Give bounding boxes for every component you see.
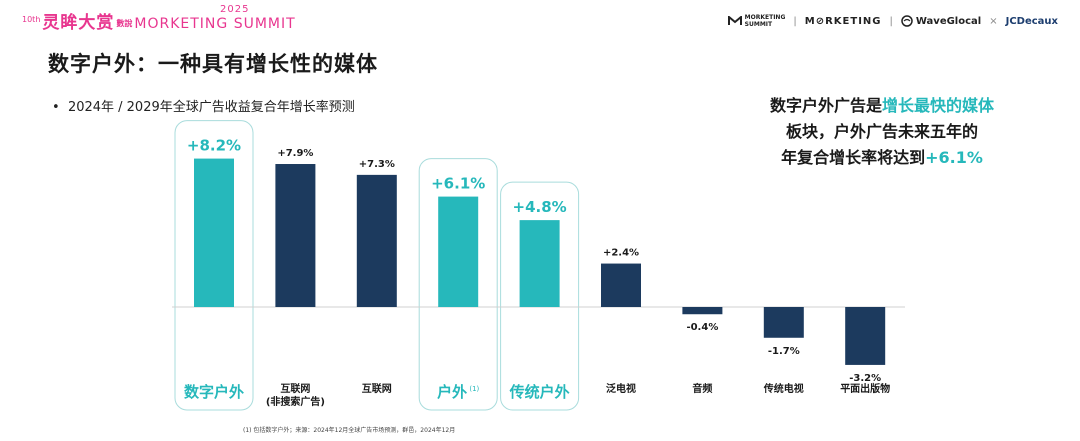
bar bbox=[275, 164, 316, 307]
highlight-box bbox=[418, 158, 498, 411]
value-label: -0.4% bbox=[686, 322, 718, 333]
callout-line3-b: +6.1% bbox=[925, 148, 983, 167]
callout-line2: 板块，户外广告未来五年的 bbox=[785, 122, 978, 141]
event-cn-name: 灵眸大赏 bbox=[42, 13, 115, 33]
event-sub: 數說 bbox=[116, 19, 133, 28]
event-en-name: MORKETING SUMMIT bbox=[134, 16, 296, 32]
times-sign: × bbox=[989, 15, 998, 27]
category-label: 户外 (1) bbox=[437, 383, 479, 401]
value-label: +6.1% bbox=[431, 175, 485, 193]
callout-line1-a: 数字户外广告是 bbox=[769, 96, 882, 115]
m-mark-icon bbox=[727, 16, 742, 25]
logo1-line2: SUMMIT bbox=[744, 21, 773, 28]
bar bbox=[763, 307, 804, 338]
bar bbox=[194, 158, 234, 307]
category-label: 平面出版物 bbox=[840, 382, 890, 395]
callout-line1-b: 增长最快的媒体 bbox=[882, 96, 995, 115]
bar bbox=[438, 196, 479, 307]
bar bbox=[845, 307, 886, 365]
value-label: +7.9% bbox=[277, 148, 313, 159]
category-label: 音频 bbox=[692, 382, 712, 395]
callout: 数字户外广告是增长最快的媒体 板块，户外广告未来五年的 年复合增长率将达到+6.… bbox=[732, 93, 1032, 171]
logo-divider: | bbox=[889, 15, 893, 27]
value-label: +2.4% bbox=[603, 248, 639, 259]
chart-bullet-text: 2024年 / 2029年全球广告收益复合年增长率预测 bbox=[67, 100, 355, 115]
footnote: (1) 包括数字户外；来源：2024年12月全球广告市场预测，群邑，2024年1… bbox=[243, 427, 456, 434]
page-title: 数字户外：一种具有增长性的媒体 bbox=[48, 52, 378, 76]
event-tenth: 10th bbox=[22, 14, 41, 24]
wave-circle-icon bbox=[901, 15, 913, 27]
bar bbox=[519, 220, 560, 307]
event-year: 2025 bbox=[220, 4, 250, 15]
bar bbox=[682, 307, 723, 315]
waveglocal-logo: WaveGlocal bbox=[901, 15, 981, 27]
category-superscript: (1) bbox=[467, 385, 479, 393]
logo-divider: | bbox=[793, 15, 797, 27]
bar bbox=[356, 174, 397, 307]
category-label: 互联网 bbox=[362, 382, 392, 395]
chart-bullet: • 2024年 / 2029年全球广告收益复合年增长率预测 bbox=[52, 100, 355, 115]
logo1-line1: MORKETING bbox=[744, 14, 786, 21]
value-label: -3.2% bbox=[849, 373, 881, 384]
category-label: 互联网 bbox=[280, 382, 310, 395]
morketing-logo: M⊘RKETING bbox=[804, 15, 882, 27]
highlight-box bbox=[174, 120, 254, 411]
category-label: 传统户外 bbox=[509, 383, 570, 401]
waveglocal-text: WaveGlocal bbox=[915, 15, 982, 27]
value-label: +8.2% bbox=[187, 137, 241, 155]
value-label: +4.8% bbox=[513, 198, 567, 216]
bar bbox=[601, 263, 641, 307]
value-label: +7.3% bbox=[359, 159, 395, 170]
value-label: -1.7% bbox=[768, 346, 800, 357]
callout-line3-a: 年复合增长率将达到 bbox=[781, 148, 926, 167]
category-label: 数字户外 bbox=[184, 383, 244, 401]
category-label: 泛电视 bbox=[606, 382, 636, 395]
category-label: 传统电视 bbox=[763, 382, 804, 395]
morketing-summit-logo: MORKETING SUMMIT bbox=[727, 14, 786, 28]
event-brand: 10th 灵眸大赏 數說 MORKETING SUMMIT 2025 bbox=[22, 4, 296, 33]
jcdecaux-logo: JCDecaux bbox=[1005, 15, 1058, 27]
partner-logos: MORKETING SUMMIT | M⊘RKETING | WaveGlocal… bbox=[727, 14, 1058, 28]
category-label: (非搜索广告) bbox=[266, 395, 325, 408]
highlight-box bbox=[500, 181, 580, 411]
